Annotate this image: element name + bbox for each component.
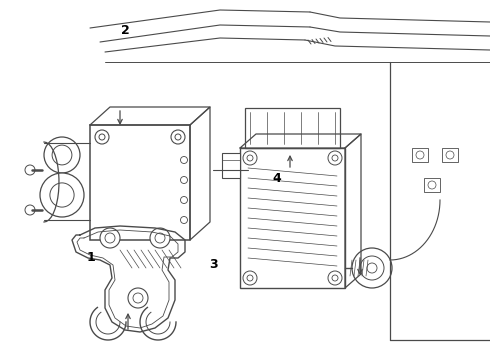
Circle shape	[180, 197, 188, 203]
Circle shape	[243, 151, 257, 165]
Circle shape	[243, 271, 257, 285]
Bar	[412, 148, 428, 162]
Circle shape	[247, 155, 253, 161]
Circle shape	[44, 137, 80, 173]
Text: 1: 1	[86, 251, 95, 264]
Circle shape	[352, 248, 392, 288]
Circle shape	[100, 228, 120, 248]
Circle shape	[105, 233, 115, 243]
Circle shape	[175, 134, 181, 140]
Circle shape	[50, 183, 74, 207]
Circle shape	[180, 157, 188, 163]
Circle shape	[40, 173, 84, 217]
Circle shape	[180, 176, 188, 184]
Circle shape	[99, 134, 105, 140]
Circle shape	[446, 151, 454, 159]
Circle shape	[247, 275, 253, 281]
Circle shape	[128, 288, 148, 308]
Circle shape	[25, 205, 35, 215]
Text: 3: 3	[209, 258, 218, 271]
Circle shape	[133, 293, 143, 303]
Circle shape	[328, 271, 342, 285]
Text: 4: 4	[272, 172, 281, 185]
Circle shape	[25, 165, 35, 175]
Bar	[90, 125, 190, 240]
Bar	[424, 178, 440, 192]
Text: 2: 2	[121, 24, 129, 37]
Circle shape	[95, 130, 109, 144]
Bar	[245, 108, 340, 148]
Bar	[442, 148, 458, 162]
Circle shape	[332, 155, 338, 161]
Circle shape	[171, 130, 185, 144]
Circle shape	[180, 216, 188, 224]
Bar	[222, 153, 240, 178]
Circle shape	[360, 256, 384, 280]
Circle shape	[428, 181, 436, 189]
Circle shape	[416, 151, 424, 159]
Circle shape	[328, 151, 342, 165]
Circle shape	[150, 228, 170, 248]
Bar	[240, 148, 345, 288]
Circle shape	[332, 275, 338, 281]
Circle shape	[367, 263, 377, 273]
Circle shape	[155, 233, 165, 243]
Circle shape	[52, 145, 72, 165]
